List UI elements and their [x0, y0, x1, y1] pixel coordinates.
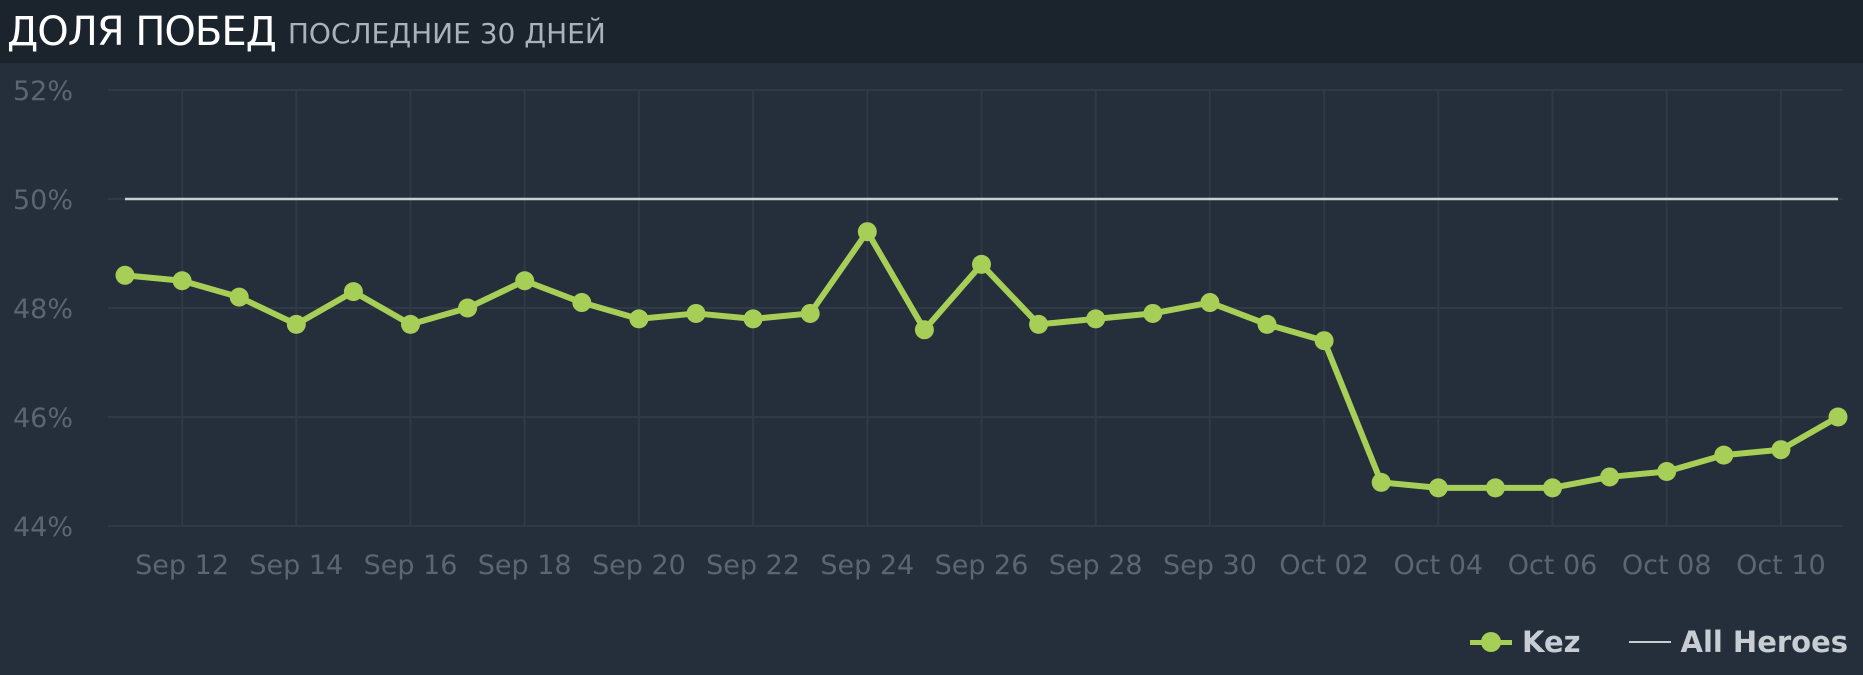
- kez-data-point[interactable]: [1200, 293, 1220, 313]
- kez-data-point[interactable]: [1371, 472, 1391, 492]
- kez-data-point[interactable]: [1143, 303, 1163, 323]
- kez-data-point[interactable]: [1029, 314, 1049, 334]
- kez-data-point[interactable]: [286, 314, 306, 334]
- legend-item-kez[interactable]: Kez: [1470, 625, 1581, 659]
- x-axis-ticks: Sep 12 Sep 14 Sep 16 Sep 18 Sep 20 Sep 22 Sep …: [135, 550, 1826, 581]
- winrate-line-chart: 52% 50% 48% 46% 44% Sep 12 Sep 14 Sep 16 Sep 18…: [13, 76, 1848, 581]
- kez-data-point[interactable]: [686, 303, 706, 323]
- kez-data-point[interactable]: [515, 271, 535, 291]
- kez-data-point[interactable]: [1543, 478, 1562, 498]
- kez-data-point[interactable]: [1257, 314, 1277, 334]
- kez-data-point[interactable]: [229, 287, 249, 307]
- x-tick-label: Sep 12: [135, 550, 229, 581]
- kez-data-point[interactable]: [458, 298, 478, 318]
- kez-data-point[interactable]: [343, 282, 363, 302]
- kez-data-point[interactable]: [1714, 445, 1734, 465]
- chart-subtitle: ПОСЛЕДНИЕ 30 ДНЕЙ: [287, 17, 606, 50]
- kez-data-point[interactable]: [115, 265, 135, 285]
- kez-data-point[interactable]: [972, 254, 991, 274]
- legend-item-all-heroes[interactable]: All Heroes: [1628, 625, 1849, 659]
- legend-label-kez: Kez: [1522, 625, 1581, 659]
- x-tick-label: Oct 06: [1508, 550, 1598, 581]
- x-tick-label: Sep 22: [706, 550, 800, 581]
- y-tick-label: 46%: [13, 403, 73, 434]
- kez-data-point[interactable]: [857, 222, 877, 242]
- kez-data-point[interactable]: [1600, 467, 1620, 487]
- kez-data-point[interactable]: [914, 320, 934, 340]
- chart-title: ДОЛЯ ПОБЕД: [7, 8, 277, 55]
- x-tick-label: Sep 24: [820, 550, 914, 581]
- kez-data-point[interactable]: [401, 314, 420, 334]
- kez-data-point[interactable]: [1314, 331, 1334, 351]
- kez-data-point[interactable]: [800, 303, 820, 323]
- kez-data-point[interactable]: [1657, 462, 1677, 481]
- grid-lines: [108, 89, 1843, 527]
- y-tick-label: 48%: [13, 294, 73, 325]
- kez-data-point[interactable]: [743, 309, 763, 329]
- y-tick-label: 52%: [13, 76, 73, 107]
- x-tick-label: Sep 28: [1049, 550, 1143, 581]
- x-tick-label: Sep 20: [592, 550, 686, 581]
- kez-data-point[interactable]: [1828, 407, 1848, 427]
- x-tick-label: Oct 10: [1736, 550, 1826, 581]
- chart-legend: Kez All Heroes: [1470, 625, 1848, 659]
- x-tick-label: Oct 02: [1279, 550, 1369, 581]
- kez-data-point[interactable]: [172, 271, 192, 291]
- x-tick-label: Sep 18: [478, 550, 572, 581]
- legend-swatch-kez: [1470, 631, 1512, 653]
- x-tick-label: Oct 08: [1622, 550, 1712, 581]
- chart-header: ДОЛЯ ПОБЕД ПОСЛЕДНИЕ 30 ДНЕЙ: [0, 0, 1863, 63]
- x-tick-label: Sep 30: [1163, 550, 1257, 581]
- kez-data-point[interactable]: [1485, 478, 1505, 498]
- x-tick-label: Sep 26: [935, 550, 1029, 581]
- y-tick-label: 50%: [13, 185, 73, 216]
- kez-data-point[interactable]: [1086, 309, 1106, 329]
- y-axis-ticks: 52% 50% 48% 46% 44%: [13, 76, 73, 543]
- x-tick-label: Oct 04: [1393, 550, 1483, 581]
- kez-data-point[interactable]: [1771, 440, 1791, 460]
- kez-data-point[interactable]: [629, 309, 649, 329]
- y-tick-label: 44%: [13, 512, 73, 543]
- kez-data-point[interactable]: [1428, 478, 1448, 498]
- kez-data-point[interactable]: [572, 293, 592, 313]
- x-tick-label: Sep 14: [249, 550, 343, 581]
- kez-series: [115, 222, 1848, 498]
- legend-label-all-heroes: All Heroes: [1680, 625, 1849, 659]
- legend-swatch-all-heroes: [1628, 631, 1671, 653]
- x-tick-label: Sep 16: [364, 550, 458, 581]
